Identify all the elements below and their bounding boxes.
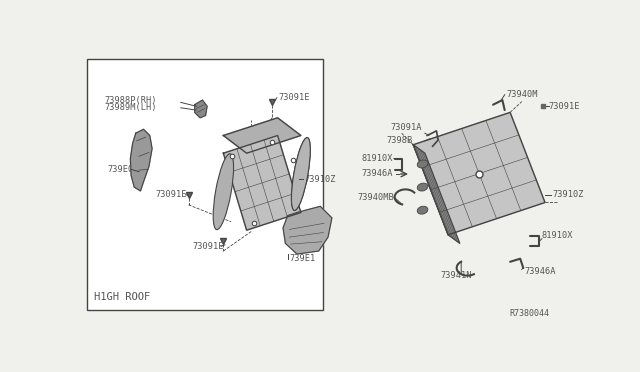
Polygon shape [283,206,332,254]
Text: 73910Z: 73910Z [553,190,584,199]
Bar [88,59,323,310]
Text: 73091E: 73091E [549,102,580,111]
Text: 73988P(RH): 73988P(RH) [105,96,157,105]
Ellipse shape [291,138,310,211]
Text: 73941N: 73941N [440,271,472,280]
Ellipse shape [417,206,428,214]
Text: 739E1: 739E1 [289,254,316,263]
Polygon shape [223,118,301,153]
Text: 73091E: 73091E [193,242,224,251]
Text: 739E0: 739E0 [108,165,134,174]
Polygon shape [131,129,152,191]
Polygon shape [413,112,545,235]
Text: 73940M: 73940M [506,90,538,99]
Ellipse shape [291,138,310,211]
Ellipse shape [417,160,428,168]
Text: 73940MB: 73940MB [358,193,394,202]
Polygon shape [223,135,301,230]
Text: 81910X: 81910X [541,231,573,240]
Text: 73946A: 73946A [524,267,556,276]
Text: 73091A: 73091A [390,123,422,132]
Text: H1GH ROOF: H1GH ROOF [93,292,150,302]
Text: 73091E: 73091E [278,93,310,102]
Text: 81910X: 81910X [362,154,393,163]
Text: 73091E: 73091E [156,190,188,199]
Polygon shape [413,145,460,243]
Text: R7380044: R7380044 [509,309,549,318]
Text: 73910Z: 73910Z [305,175,336,184]
Text: 7398B: 7398B [386,137,412,145]
Ellipse shape [213,154,234,230]
Polygon shape [195,100,207,118]
Text: 73989M(LH): 73989M(LH) [105,103,157,112]
Ellipse shape [417,183,428,191]
Text: 73946A: 73946A [362,170,393,179]
